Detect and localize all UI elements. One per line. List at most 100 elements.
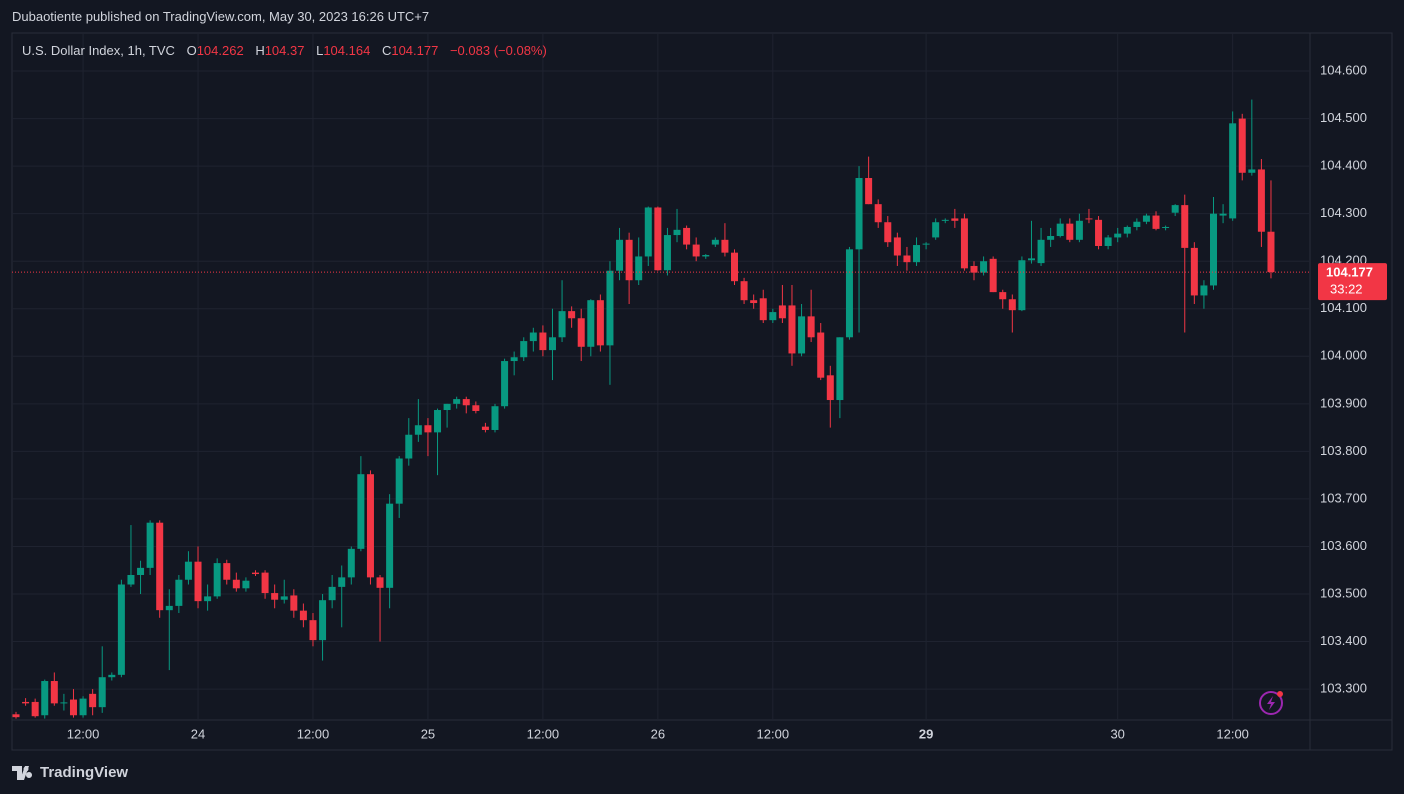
x-tick-label: 29 <box>919 726 933 741</box>
candle-body <box>769 312 777 321</box>
candle-body <box>414 425 422 435</box>
y-tick-label: 104.100 <box>1320 300 1367 315</box>
candle-body <box>242 580 250 589</box>
candle-body <box>1085 218 1093 220</box>
candle-body <box>1219 213 1227 216</box>
candle-body <box>271 593 279 600</box>
y-tick-label: 103.900 <box>1320 395 1367 410</box>
published-line: Dubaotiente published on TradingView.com… <box>12 9 430 24</box>
candle-body <box>826 375 834 401</box>
candle-body <box>481 426 489 430</box>
brand-logo <box>12 765 33 780</box>
candle-body <box>357 474 365 549</box>
candle-body <box>520 341 528 358</box>
candle-body <box>577 318 585 347</box>
candle-body <box>1047 236 1055 240</box>
candle-body <box>184 561 192 580</box>
candle-body <box>778 305 786 319</box>
candle-body <box>845 249 853 338</box>
y-tick-label: 104.400 <box>1320 158 1367 173</box>
candle-body <box>1152 215 1160 229</box>
candle-body <box>817 332 825 378</box>
candle-body <box>204 596 212 602</box>
candle-body <box>50 681 58 704</box>
candle-body <box>855 178 863 250</box>
candle-body <box>1248 169 1256 173</box>
candle-body <box>1104 237 1112 246</box>
candle-body <box>395 458 403 504</box>
y-tick-label: 104.600 <box>1320 62 1367 77</box>
candle-body <box>999 292 1007 300</box>
x-tick-label: 12:00 <box>1216 726 1249 741</box>
candle-body <box>1210 213 1217 286</box>
candle-body <box>874 204 882 223</box>
ohlc-key: O <box>186 43 197 58</box>
chart-frame <box>11 32 1393 751</box>
ohlc-value: 104.262 <box>196 43 244 58</box>
candle-body <box>328 586 336 601</box>
candle-body <box>568 311 576 319</box>
ohlc-value: 104.164 <box>323 43 371 58</box>
candle-body <box>1114 233 1122 238</box>
candle-body <box>1037 239 1045 264</box>
candle-body <box>213 563 221 597</box>
candle-body <box>386 503 394 588</box>
candle-body <box>548 337 556 351</box>
y-tick-label: 103.600 <box>1320 538 1367 553</box>
candle-body <box>807 316 815 338</box>
candle-body <box>798 316 806 354</box>
candle-body <box>1162 226 1170 228</box>
candle-body <box>893 237 901 256</box>
candle-body <box>673 229 681 236</box>
candle-body <box>12 714 20 718</box>
candle-body <box>1066 223 1074 240</box>
symbol: U.S. Dollar Index, 1h, TVC <box>22 43 175 58</box>
candle-body <box>1027 258 1035 261</box>
legend: U.S. Dollar Index, 1h, TVC O104.262 H104… <box>22 43 547 58</box>
last-price-label: 104.177 <box>1326 265 1373 280</box>
candle-body <box>587 300 595 347</box>
candle-body <box>1095 219 1103 246</box>
candle-body <box>175 579 183 606</box>
candle-body <box>663 235 671 271</box>
candle-body <box>232 579 240 589</box>
candle-body <box>596 300 604 346</box>
candle-body <box>529 332 537 342</box>
candle-body <box>89 693 97 708</box>
candle-body <box>932 222 940 238</box>
candle-body <box>616 239 624 271</box>
candle-body <box>951 218 959 221</box>
candle-body <box>692 244 700 257</box>
ohlc-value: 104.177 <box>391 43 439 58</box>
candle-body <box>309 620 317 641</box>
candle-body <box>137 567 145 575</box>
candle-body <box>1056 223 1064 237</box>
candle-body <box>1133 221 1141 227</box>
candle-body <box>941 219 949 221</box>
y-tick-label: 103.300 <box>1320 681 1367 696</box>
candle-body <box>194 561 202 602</box>
candle-body <box>453 399 461 404</box>
candle-body <box>366 474 374 578</box>
candle-body <box>424 425 432 433</box>
lightning-icon[interactable] <box>1259 691 1283 715</box>
candle-body <box>223 563 231 580</box>
candle-body <box>960 218 968 269</box>
candle-body <box>117 584 125 675</box>
y-tick-label: 103.800 <box>1320 443 1367 458</box>
candle-body <box>79 698 87 716</box>
x-tick-label: 12:00 <box>757 726 790 741</box>
candle-body <box>299 610 307 621</box>
candle-body <box>970 265 978 273</box>
candle-body <box>644 207 652 257</box>
candle-body <box>1075 220 1083 240</box>
last-price-box <box>1318 263 1387 301</box>
candle-body <box>146 522 154 568</box>
candle-body <box>1200 285 1208 296</box>
candle-body <box>491 406 499 430</box>
candle-body <box>280 596 288 600</box>
candle-body <box>41 681 49 716</box>
countdown-label: 33:22 <box>1330 282 1363 297</box>
